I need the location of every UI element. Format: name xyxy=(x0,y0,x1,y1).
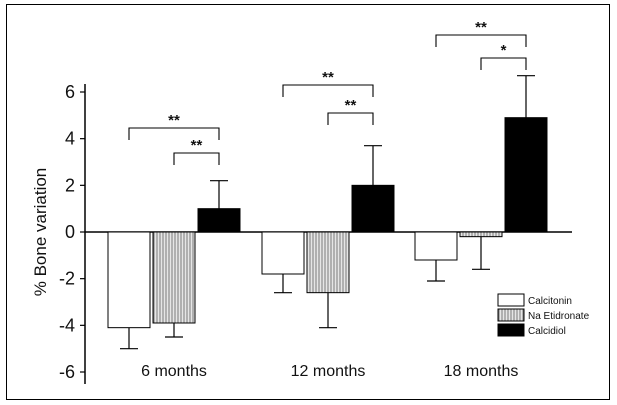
legend-label: Na Etidronate xyxy=(528,311,590,322)
y-tick-label: -4 xyxy=(59,315,75,335)
significance-bracket xyxy=(480,57,527,70)
significance-label: ** xyxy=(345,97,357,114)
legend-swatch xyxy=(497,323,525,337)
legend-label: Calcitonin xyxy=(528,296,572,307)
significance-label: ** xyxy=(322,69,334,86)
bar xyxy=(504,117,548,233)
significance-bracket xyxy=(282,84,374,97)
y-tick-label: 2 xyxy=(65,175,75,195)
legend-swatch xyxy=(497,308,525,322)
y-axis-label: % Bone variation xyxy=(31,168,50,297)
significance-label: ** xyxy=(191,137,203,154)
significance-brackets: *********** xyxy=(128,19,527,165)
significance-label: ** xyxy=(475,19,487,36)
significance-label: * xyxy=(501,42,507,59)
legend: Calcitonin Na Etidronate Calcidiol xyxy=(497,293,590,337)
bar xyxy=(152,231,196,324)
bar xyxy=(261,231,305,275)
bar xyxy=(197,208,241,233)
y-tick-label: -6 xyxy=(59,362,75,382)
y-tick-label: 6 xyxy=(65,82,75,102)
legend-label: Calcidiol xyxy=(528,326,566,337)
legend-swatch xyxy=(497,293,525,307)
bar xyxy=(107,231,151,329)
x-category-label: 18 months xyxy=(444,363,519,380)
y-tick-label: -2 xyxy=(59,269,75,289)
y-tick-label: 0 xyxy=(65,222,75,242)
bars xyxy=(107,75,548,350)
significance-bracket xyxy=(173,152,220,165)
bar xyxy=(351,184,395,233)
significance-bracket xyxy=(327,112,374,125)
y-tick-label: 4 xyxy=(65,129,75,149)
bar xyxy=(459,231,503,238)
significance-bracket xyxy=(435,34,527,47)
x-category-label: 12 months xyxy=(291,363,366,380)
bar xyxy=(306,231,350,294)
x-category-label: 6 months xyxy=(141,363,207,380)
significance-label: ** xyxy=(168,112,180,129)
significance-bracket xyxy=(128,127,220,140)
bar xyxy=(414,231,458,261)
